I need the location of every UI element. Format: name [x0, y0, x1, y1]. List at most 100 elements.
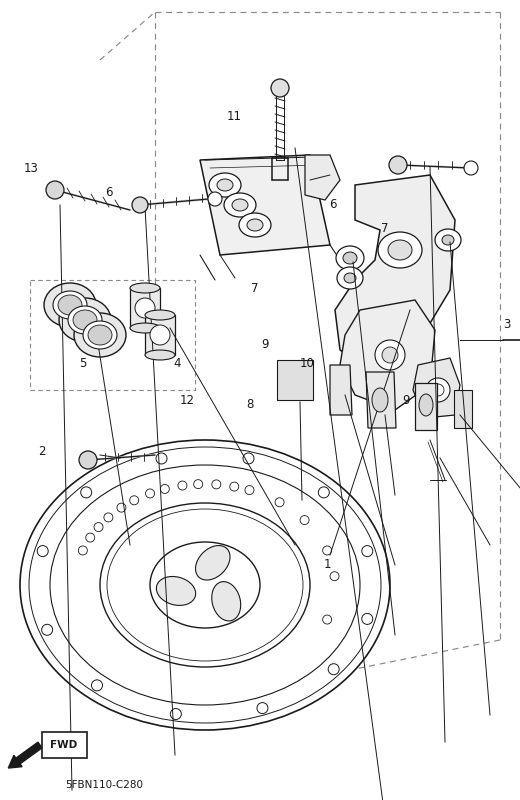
Ellipse shape — [59, 298, 111, 342]
Ellipse shape — [344, 273, 356, 283]
Ellipse shape — [209, 173, 241, 197]
Polygon shape — [277, 360, 313, 400]
Polygon shape — [366, 372, 396, 428]
Polygon shape — [415, 383, 437, 430]
Circle shape — [328, 664, 339, 674]
Circle shape — [86, 533, 95, 542]
Ellipse shape — [239, 213, 271, 237]
Circle shape — [271, 79, 289, 97]
Text: 6: 6 — [329, 198, 336, 210]
Circle shape — [464, 161, 478, 175]
Text: 5FBN110-C280: 5FBN110-C280 — [65, 780, 143, 790]
Ellipse shape — [130, 283, 160, 293]
Circle shape — [300, 515, 309, 525]
Text: 13: 13 — [24, 162, 38, 174]
Ellipse shape — [337, 267, 363, 289]
Ellipse shape — [53, 291, 87, 319]
Text: 5: 5 — [80, 358, 87, 370]
FancyBboxPatch shape — [42, 732, 87, 758]
Ellipse shape — [74, 313, 126, 357]
Ellipse shape — [224, 193, 256, 217]
FancyArrow shape — [8, 742, 42, 768]
Ellipse shape — [247, 219, 263, 231]
Circle shape — [42, 624, 53, 635]
Text: 10: 10 — [300, 358, 314, 370]
Ellipse shape — [442, 235, 454, 245]
Text: 7: 7 — [381, 222, 388, 234]
Ellipse shape — [336, 246, 364, 270]
Ellipse shape — [372, 388, 388, 412]
Ellipse shape — [150, 542, 260, 628]
Ellipse shape — [378, 232, 422, 268]
Circle shape — [323, 615, 332, 624]
Circle shape — [129, 496, 139, 505]
Text: 9: 9 — [402, 394, 409, 406]
Text: 4: 4 — [173, 358, 180, 370]
Text: 1: 1 — [324, 558, 331, 570]
Ellipse shape — [68, 306, 102, 334]
Circle shape — [178, 481, 187, 490]
Circle shape — [193, 480, 203, 489]
Ellipse shape — [388, 240, 412, 260]
Circle shape — [382, 347, 398, 363]
Circle shape — [375, 340, 405, 370]
Circle shape — [171, 709, 181, 719]
Polygon shape — [335, 175, 455, 370]
Ellipse shape — [343, 252, 357, 264]
Circle shape — [212, 480, 221, 489]
Circle shape — [104, 513, 113, 522]
Circle shape — [389, 156, 407, 174]
Circle shape — [362, 546, 373, 557]
Polygon shape — [340, 300, 435, 410]
Circle shape — [156, 453, 167, 464]
Circle shape — [330, 572, 339, 581]
Circle shape — [243, 453, 254, 464]
Polygon shape — [200, 155, 330, 255]
Ellipse shape — [145, 350, 175, 360]
Ellipse shape — [419, 394, 433, 416]
Text: 8: 8 — [246, 398, 253, 410]
Circle shape — [79, 546, 87, 555]
Circle shape — [245, 486, 254, 494]
Text: FWD: FWD — [50, 740, 77, 750]
Circle shape — [79, 451, 97, 469]
Ellipse shape — [58, 295, 82, 315]
Ellipse shape — [100, 503, 310, 667]
Ellipse shape — [83, 321, 117, 349]
Ellipse shape — [157, 577, 196, 606]
Polygon shape — [454, 390, 472, 428]
Ellipse shape — [20, 440, 390, 730]
Ellipse shape — [44, 283, 96, 327]
Circle shape — [81, 487, 92, 498]
Circle shape — [46, 181, 64, 199]
Ellipse shape — [130, 323, 160, 333]
Circle shape — [160, 485, 170, 494]
Text: 12: 12 — [180, 394, 194, 406]
Circle shape — [94, 522, 103, 531]
Ellipse shape — [232, 199, 248, 211]
Ellipse shape — [196, 546, 230, 580]
Circle shape — [318, 487, 329, 498]
Polygon shape — [305, 155, 340, 200]
Circle shape — [230, 482, 239, 491]
Ellipse shape — [135, 298, 155, 318]
Circle shape — [275, 498, 284, 506]
Ellipse shape — [88, 325, 112, 345]
Circle shape — [362, 614, 373, 625]
Circle shape — [426, 378, 450, 402]
Ellipse shape — [145, 310, 175, 320]
Circle shape — [257, 702, 268, 714]
Circle shape — [117, 503, 126, 512]
Ellipse shape — [435, 229, 461, 251]
Text: 2: 2 — [38, 446, 45, 458]
Ellipse shape — [73, 310, 97, 330]
Ellipse shape — [217, 179, 233, 191]
Circle shape — [323, 546, 332, 555]
Polygon shape — [413, 358, 460, 418]
Ellipse shape — [212, 582, 241, 621]
Circle shape — [92, 680, 102, 691]
Text: 3: 3 — [503, 318, 511, 330]
Polygon shape — [145, 315, 175, 355]
Circle shape — [132, 197, 148, 213]
Polygon shape — [330, 365, 352, 415]
